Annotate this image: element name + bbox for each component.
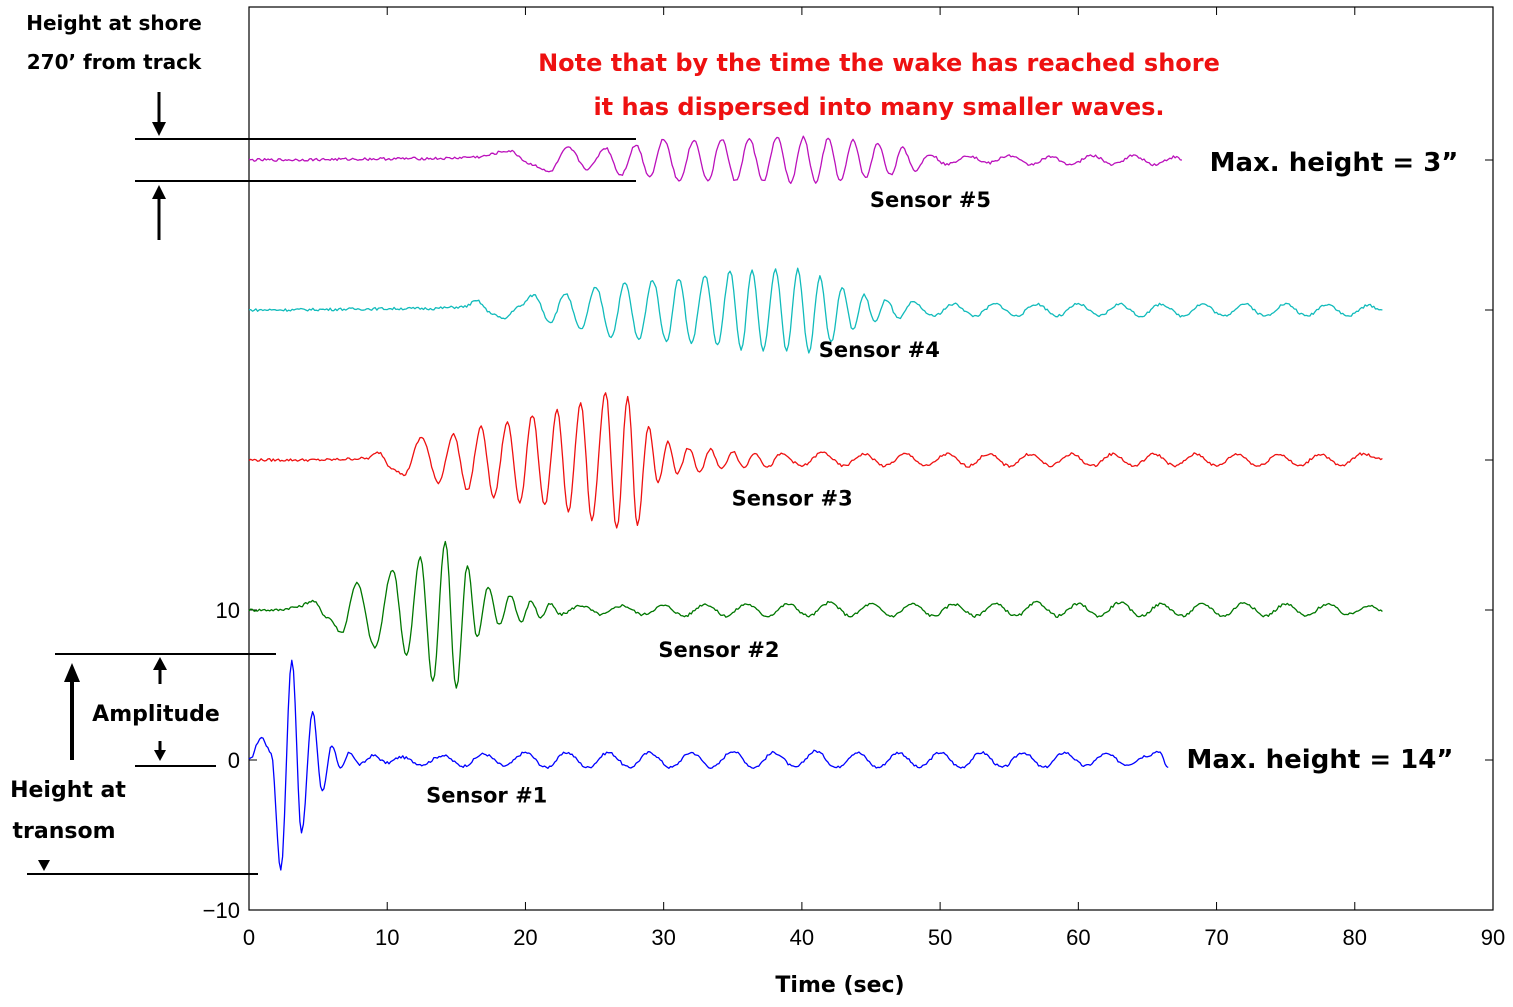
max-height-bottom-label: Max. height = 14” [1187, 745, 1454, 775]
x-tick-label: 40 [790, 925, 814, 950]
series-line-sensor-2 [248, 540, 1383, 689]
transom-down-arrowhead [38, 860, 50, 871]
transom-label-1: Height at [10, 778, 126, 803]
x-tick-label: 20 [513, 925, 537, 950]
sensor-label-2: Sensor #2 [658, 638, 779, 662]
x-tick-label: 60 [1066, 925, 1090, 950]
y-tick-label: 10 [216, 598, 240, 623]
sensor-labels: Sensor #1 Sensor #2 Sensor #3 Sensor #4 Sens… [426, 188, 991, 808]
sensor-label-4: Sensor #4 [819, 338, 940, 362]
note-line-2: it has dispersed into many smaller waves… [593, 93, 1164, 121]
shore-height-label-1: Height at shore [26, 11, 202, 35]
amplitude-down-arrowhead [154, 750, 166, 761]
series-line-sensor-5 [248, 135, 1183, 185]
series-line-sensor-1 [248, 659, 1169, 871]
series-line-sensor-4 [248, 267, 1383, 354]
shore-up-arrowhead [152, 185, 166, 199]
series-layer [248, 135, 1383, 871]
x-tick-label: 30 [651, 925, 675, 950]
y-tick-label: −10 [203, 898, 240, 923]
shore-height-label-2: 270’ from track [27, 50, 202, 74]
transom-annotation: Amplitude Height at transom [10, 653, 276, 875]
transom-height-arrowhead [64, 663, 80, 682]
sensor-label-5: Sensor #5 [870, 188, 991, 212]
shore-height-annotation: Height at shore 270’ from track [26, 11, 636, 240]
x-axis-title: Time (sec) [775, 973, 904, 998]
amplitude-up-arrowhead [153, 657, 167, 670]
transom-label-2: transom [12, 819, 115, 844]
amplitude-label: Amplitude [92, 702, 220, 727]
shore-down-arrowhead [152, 122, 166, 136]
x-axis: 0 10 20 30 40 50 60 70 80 90 [243, 7, 1505, 950]
note-line-1: Note that by the time the wake has reach… [538, 49, 1220, 77]
max-height-top-label: Max. height = 3” [1210, 148, 1459, 178]
plot-area [248, 6, 1494, 911]
x-tick-label: 70 [1204, 925, 1228, 950]
series-line-sensor-3 [248, 392, 1383, 529]
x-tick-label: 50 [928, 925, 952, 950]
x-tick-label: 10 [375, 925, 399, 950]
y-tick-label: 0 [228, 748, 240, 773]
x-tick-label: 90 [1481, 925, 1505, 950]
x-tick-label: 80 [1343, 925, 1367, 950]
sensor-label-3: Sensor #3 [732, 487, 853, 511]
sensor-label-1: Sensor #1 [426, 784, 547, 808]
x-tick-label: 0 [243, 925, 255, 950]
